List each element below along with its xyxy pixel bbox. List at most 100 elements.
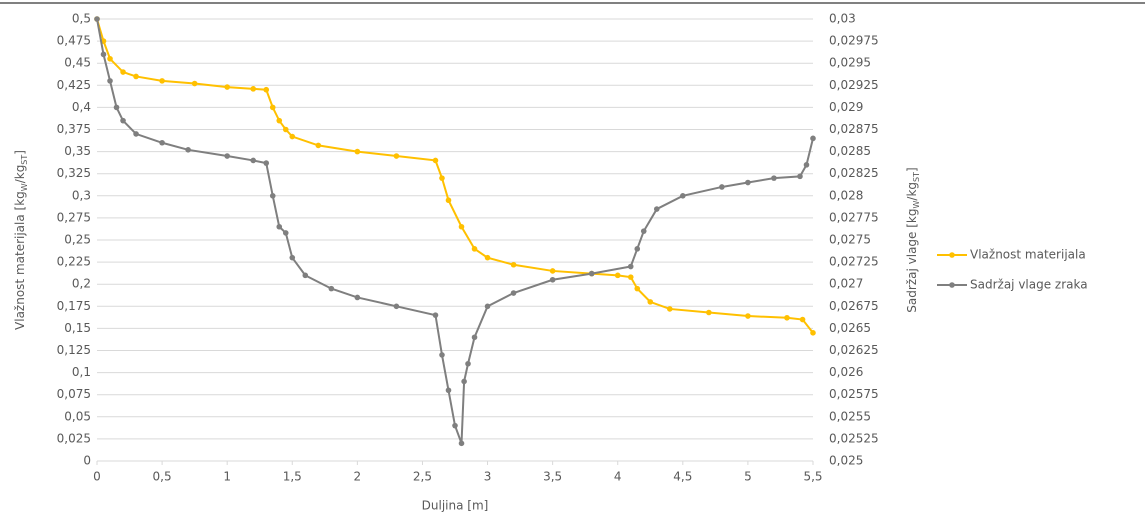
- y-tick-label: 0,1: [72, 365, 91, 379]
- y2-tick-label: 0,0285: [829, 144, 871, 158]
- y2-tick-label: 0,0265: [829, 321, 871, 335]
- y2-tick-label: 0,0275: [829, 233, 871, 247]
- data-point: [784, 314, 790, 321]
- data-point: [276, 223, 283, 230]
- y2-tick-label: 0,02725: [829, 255, 879, 269]
- data-point: [269, 193, 276, 199]
- data-point: [133, 131, 139, 137]
- data-point: [549, 276, 556, 283]
- y-tick-label: 0,5: [72, 12, 91, 26]
- data-point: [445, 387, 452, 394]
- data-point: [640, 228, 647, 234]
- data-point: [432, 157, 439, 164]
- data-point: [647, 299, 654, 305]
- data-point: [461, 378, 467, 385]
- y2-tick-label: 0,026: [829, 365, 863, 379]
- data-point: [263, 86, 270, 93]
- y2-tick-label: 0,02925: [829, 78, 879, 92]
- x-tick-label: 2: [354, 470, 362, 484]
- data-point: [185, 147, 191, 153]
- data-point: [799, 316, 806, 323]
- y-axis-title-part: Vlažnost materijala [kg: [13, 191, 27, 330]
- data-point: [282, 230, 289, 236]
- data-point: [107, 55, 113, 62]
- data-point: [354, 294, 361, 301]
- y2-tick-label: 0,02625: [829, 343, 879, 357]
- data-point: [634, 246, 641, 252]
- y-axis-title: Vlažnost materijala [kgW/kgST]: [13, 150, 30, 330]
- legend-marker: [949, 252, 955, 258]
- y2-tick-label: 0,025: [829, 454, 863, 468]
- x-tick-label: 3,5: [543, 470, 562, 484]
- y-tick-label: 0,275: [57, 210, 91, 224]
- y-axis-title-part: W: [20, 183, 29, 191]
- data-point: [745, 179, 751, 186]
- data-point: [484, 254, 491, 261]
- data-point: [680, 193, 686, 199]
- data-point: [393, 303, 400, 310]
- legend-marker: [949, 282, 955, 288]
- data-point: [191, 80, 198, 87]
- y2-tick-label: 0,02675: [829, 299, 879, 313]
- y2-tick-label: 0,02775: [829, 210, 879, 224]
- y-axis-title-part: ]: [13, 150, 27, 155]
- data-point: [510, 261, 517, 268]
- x-tick-label: 0,5: [153, 470, 172, 484]
- data-point: [445, 197, 452, 204]
- x-tick-label: 2,5: [413, 470, 432, 484]
- y2-tick-label: 0,02875: [829, 122, 879, 136]
- data-point: [484, 303, 491, 310]
- legend-label: Vlažnost materijala: [970, 248, 1086, 262]
- y-tick-label: 0,35: [64, 144, 91, 158]
- y2-axis-title-part: ]: [905, 167, 919, 172]
- data-point: [614, 272, 621, 279]
- data-point: [653, 206, 660, 212]
- data-point: [107, 78, 113, 84]
- x-tick-label: 3: [484, 470, 492, 484]
- data-point: [120, 117, 126, 124]
- y2-axis-title-part: W: [912, 201, 921, 209]
- y-tick-label: 0,425: [57, 78, 91, 92]
- y-tick-label: 0,05: [64, 409, 91, 423]
- data-point: [282, 126, 289, 133]
- x-axis-title: Duljina [m]: [422, 499, 489, 513]
- data-point: [458, 440, 465, 447]
- x-tick-label: 4: [614, 470, 622, 484]
- y2-tick-label: 0,02575: [829, 387, 879, 401]
- data-point: [797, 173, 803, 180]
- y2-tick-label: 0,028: [829, 188, 863, 202]
- y2-axis-title-part: Sadržaj vlage [kg: [905, 209, 919, 313]
- data-point: [810, 330, 816, 336]
- data-point: [120, 69, 126, 75]
- x-tick-label: 1: [223, 470, 231, 484]
- data-point: [328, 285, 335, 292]
- y2-tick-label: 0,029: [829, 100, 863, 114]
- data-point: [510, 290, 517, 296]
- data-point: [471, 246, 478, 252]
- y-tick-label: 0,15: [64, 321, 91, 335]
- data-point: [159, 139, 165, 146]
- y-tick-label: 0,4: [72, 100, 91, 114]
- series-line: [96, 18, 814, 444]
- data-point: [465, 360, 471, 367]
- data-point: [289, 254, 296, 261]
- data-point: [315, 142, 322, 149]
- x-tick-label: 5,5: [803, 470, 822, 484]
- y-axis-title-part: /kg: [13, 165, 27, 184]
- data-point: [627, 274, 634, 280]
- data-point: [263, 160, 270, 166]
- y2-tick-label: 0,0295: [829, 56, 871, 70]
- data-point: [94, 16, 100, 22]
- data-point: [393, 153, 400, 159]
- y-tick-label: 0,075: [57, 387, 91, 401]
- data-point: [250, 86, 257, 92]
- y2-axis-title-part: ST: [912, 172, 921, 182]
- data-point: [224, 153, 230, 159]
- y-axis-title-part: ST: [20, 155, 29, 165]
- y-tick-label: 0,2: [72, 277, 91, 291]
- data-point: [471, 334, 478, 341]
- x-tick-label: 5: [744, 470, 752, 484]
- y-tick-label: 0,125: [57, 343, 91, 357]
- y2-tick-label: 0,027: [829, 277, 863, 291]
- data-point: [289, 133, 296, 140]
